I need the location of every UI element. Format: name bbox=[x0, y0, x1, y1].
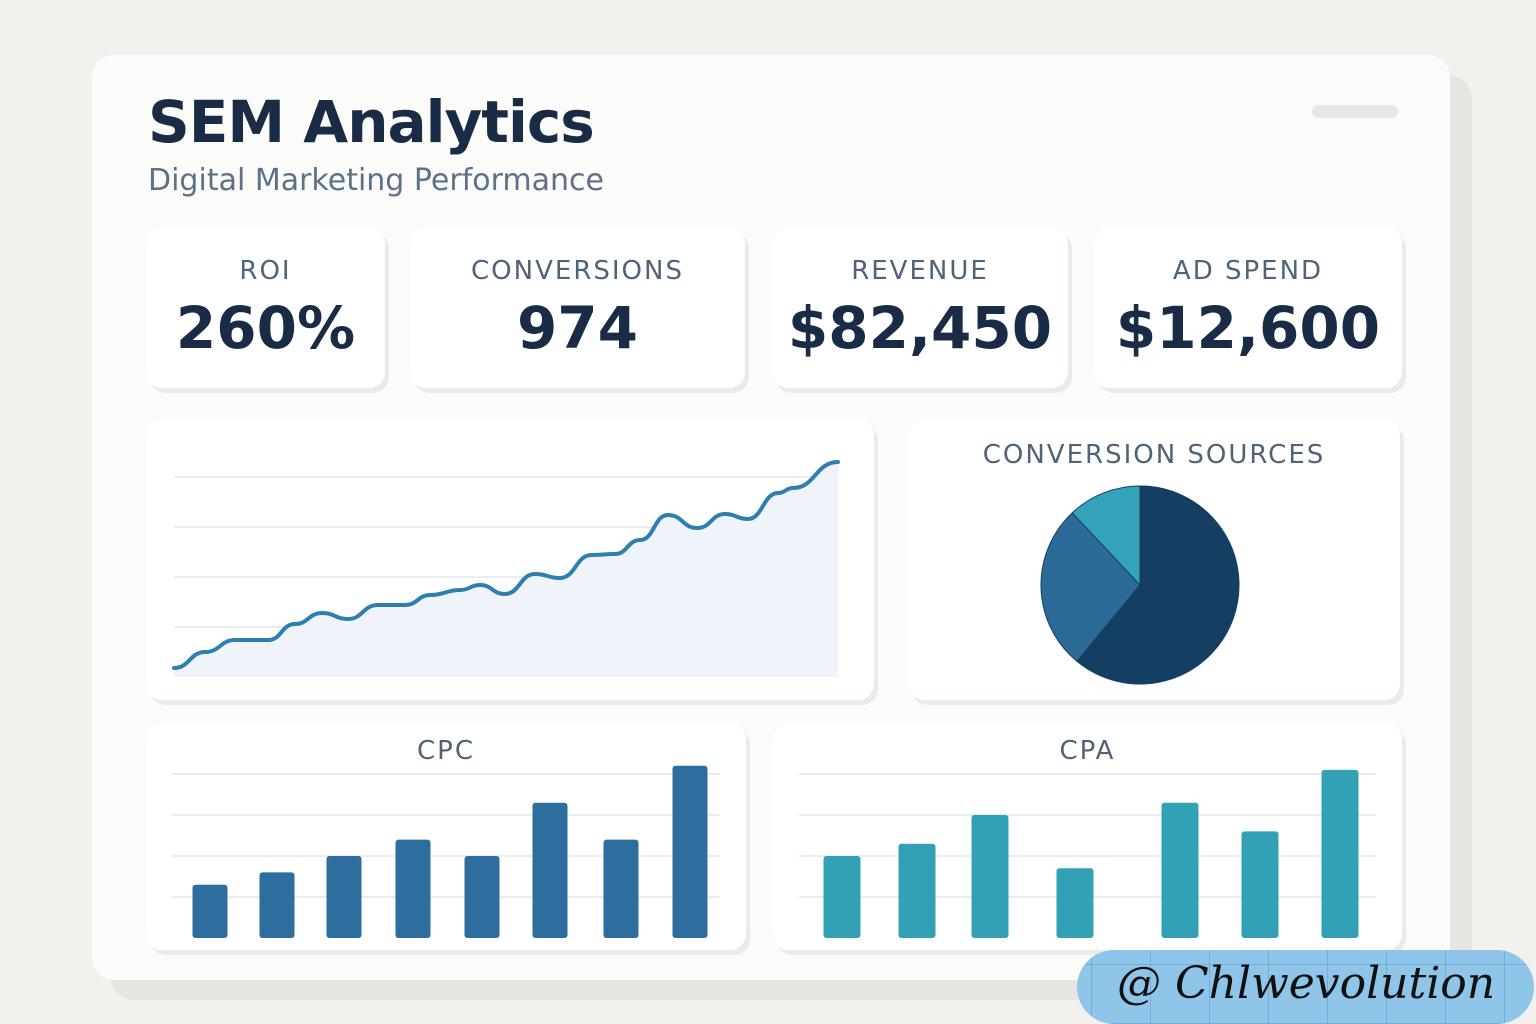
bar bbox=[326, 856, 362, 938]
pie-slice bbox=[1076, 485, 1240, 685]
kpi-value: 974 bbox=[516, 294, 639, 362]
kpi-label: REVENUE bbox=[851, 256, 989, 286]
kpi-value: $82,450 bbox=[787, 294, 1053, 362]
kpi-label: ROI bbox=[239, 256, 292, 286]
cpc-card: CPC bbox=[146, 724, 746, 950]
kpi-label: CONVERSIONS bbox=[471, 256, 684, 286]
conversion-sources-pie bbox=[1040, 485, 1240, 685]
pie-slice bbox=[1071, 485, 1141, 587]
watermark: @ Chlwevolution bbox=[1077, 950, 1534, 1024]
trend-area bbox=[174, 462, 838, 677]
bar bbox=[603, 839, 639, 938]
bar bbox=[532, 802, 568, 938]
kpi-label: AD SPEND bbox=[1172, 256, 1324, 286]
bar bbox=[823, 856, 861, 938]
bar bbox=[971, 815, 1009, 938]
page-title: SEM Analytics bbox=[148, 88, 595, 156]
trend-chart-card bbox=[146, 420, 874, 700]
bar bbox=[1241, 831, 1279, 938]
cpa-card: CPA bbox=[773, 724, 1402, 950]
kpi-card-conversions: CONVERSIONS 974 bbox=[410, 228, 745, 388]
page-subtitle: Digital Marketing Performance bbox=[148, 163, 604, 198]
kpi-value: 260% bbox=[175, 294, 356, 362]
bar bbox=[259, 872, 295, 938]
cpa-title: CPA bbox=[1059, 736, 1116, 766]
conversion-sources-card: CONVERSION SOURCES bbox=[908, 420, 1400, 700]
bar bbox=[1056, 868, 1094, 938]
cpa-bar-chart bbox=[799, 769, 1376, 938]
cpc-bar-chart bbox=[172, 765, 720, 938]
kpi-value: $12,600 bbox=[1115, 294, 1381, 362]
bar bbox=[898, 843, 936, 938]
kpi-card-roi: ROI 260% bbox=[146, 228, 385, 388]
bar bbox=[192, 884, 228, 938]
cpc-title: CPC bbox=[417, 736, 475, 766]
kpi-card-revenue: REVENUE $82,450 bbox=[772, 228, 1068, 388]
watermark-text: @ Chlwevolution bbox=[1117, 958, 1496, 1009]
bar bbox=[1161, 802, 1199, 938]
pie-title: CONVERSION SOURCES bbox=[982, 440, 1326, 470]
bar bbox=[464, 856, 500, 938]
bar bbox=[672, 765, 708, 938]
bar bbox=[1321, 769, 1359, 938]
header-placeholder-bar bbox=[1312, 105, 1398, 118]
trend-line-chart bbox=[172, 460, 840, 677]
bar bbox=[395, 839, 431, 938]
trend-line bbox=[172, 460, 840, 670]
kpi-card-ad-spend: AD SPEND $12,600 bbox=[1094, 228, 1402, 388]
pie-slice bbox=[1040, 512, 1141, 662]
